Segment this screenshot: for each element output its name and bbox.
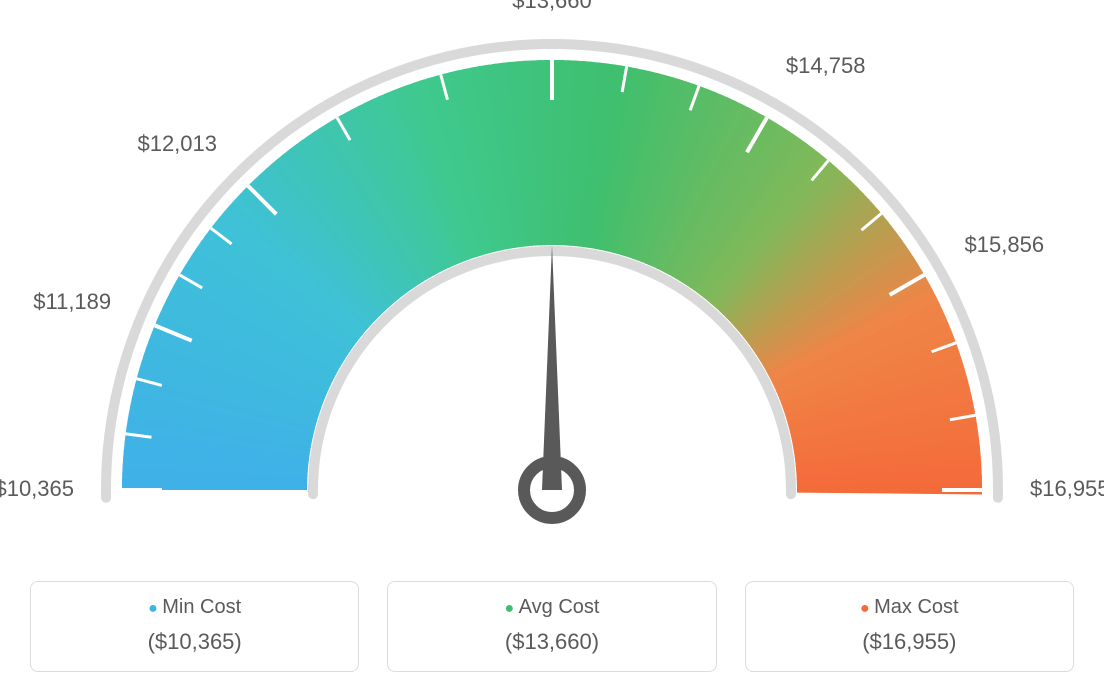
cost-gauge-widget: $10,365 $11,189 $12,013 $13,660 $14,758 $15,8… [0,0,1104,690]
legend-title-min: Min Cost [41,596,348,619]
gauge-tick-label: $16,955 [1030,476,1104,502]
gauge-svg [0,0,1104,560]
legend-card-avg: Avg Cost ($13,660) [387,581,716,672]
legend-title-avg: Avg Cost [398,596,705,619]
legend-row: Min Cost ($10,365) Avg Cost ($13,660) Ma… [30,581,1074,672]
legend-card-min: Min Cost ($10,365) [30,581,359,672]
gauge-area: $10,365 $11,189 $12,013 $13,660 $14,758 $15,8… [0,0,1104,560]
legend-value-avg: ($13,660) [398,629,705,655]
legend-value-min: ($10,365) [41,629,348,655]
gauge-tick-label: $13,660 [507,0,597,14]
gauge-tick-label: $14,758 [786,53,866,79]
legend-value-max: ($16,955) [756,629,1063,655]
gauge-tick-label: $10,365 [0,476,74,502]
legend-card-max: Max Cost ($16,955) [745,581,1074,672]
gauge-needle [542,245,562,490]
gauge-tick-label: $11,189 [21,289,111,315]
legend-title-max: Max Cost [756,596,1063,619]
gauge-tick-label: $12,013 [127,131,217,157]
gauge-tick-label: $15,856 [965,232,1045,258]
